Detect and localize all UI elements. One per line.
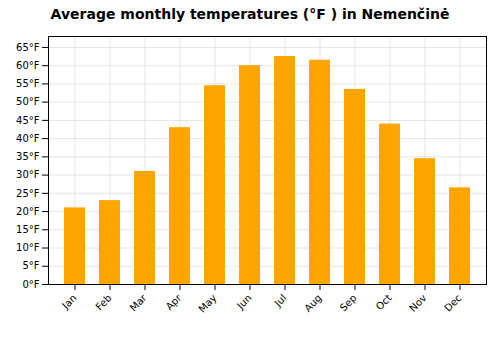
svg-text:40°F: 40°F [16,133,40,144]
svg-text:65°F: 65°F [16,42,40,53]
svg-text:25°F: 25°F [16,188,40,199]
svg-text:15°F: 15°F [16,224,40,235]
svg-text:May: May [196,292,218,314]
svg-text:Sep: Sep [338,292,359,313]
svg-text:Jan: Jan [59,292,78,311]
html-text:Average monthly temperatures (: Average monthly temperatures (°F ) in Ne… [50,6,450,22]
svg-text:Jun: Jun [234,292,254,312]
svg-text:0°F: 0°F [22,279,39,290]
svg-text:Jul: Jul [272,292,289,309]
svg-text:5°F: 5°F [22,260,39,271]
svg-text:Nov: Nov [407,292,429,314]
svg-text:Aug: Aug [302,292,324,314]
svg-text:Oct: Oct [374,292,394,312]
svg-text:60°F: 60°F [16,60,40,71]
svg-text:Dec: Dec [442,292,463,313]
svg-text:10°F: 10°F [16,242,40,253]
svg-text:55°F: 55°F [16,78,40,89]
svg-text:Feb: Feb [93,292,113,312]
svg-text:Mar: Mar [128,292,150,314]
svg-text:50°F: 50°F [16,96,40,107]
svg-text:Apr: Apr [164,292,185,313]
svg-text:45°F: 45°F [16,115,40,126]
svg-text:35°F: 35°F [16,151,40,162]
svg-text:30°F: 30°F [16,169,40,180]
svg-text:20°F: 20°F [16,206,40,217]
